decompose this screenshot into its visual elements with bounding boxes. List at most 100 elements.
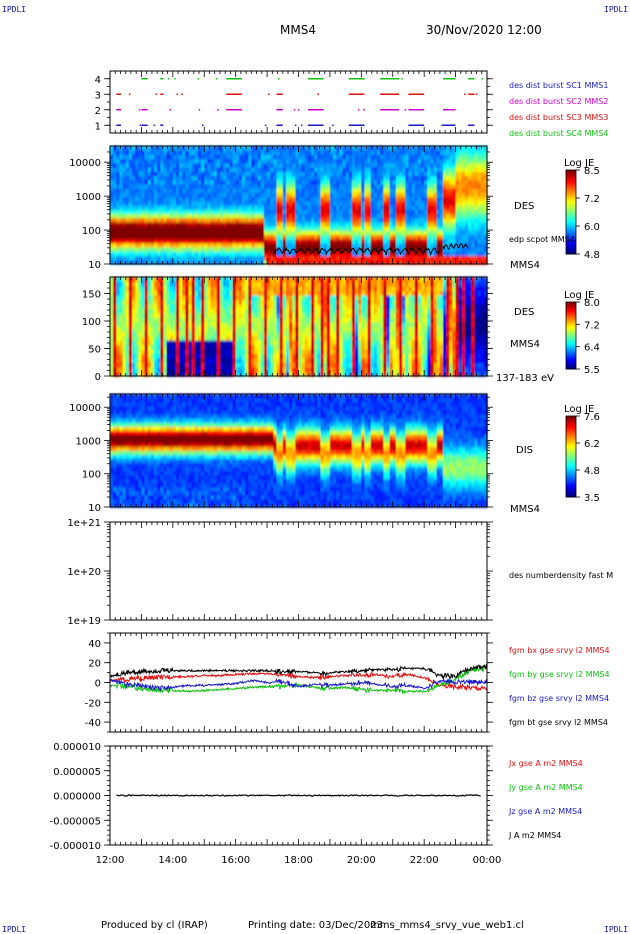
spectrogram-cell	[285, 358, 290, 364]
spectrogram-cell	[311, 167, 315, 172]
spectrogram-cell	[238, 344, 243, 350]
spectrogram-cell	[285, 353, 290, 359]
spectrogram-cell	[279, 158, 284, 164]
spectrogram-cell	[213, 353, 218, 359]
spectrogram-cell	[223, 188, 227, 193]
spectrogram-cell	[219, 238, 224, 244]
spectrogram-cell	[125, 209, 130, 215]
spectrogram-cell	[307, 242, 312, 248]
spectrogram-cell	[175, 179, 180, 185]
spectrogram-cell	[279, 230, 284, 236]
spectrogram-cell	[289, 247, 293, 252]
spectrogram-cell	[311, 171, 315, 177]
spectrogram-cell	[254, 353, 259, 359]
spectrogram-cell	[116, 349, 121, 355]
spectrogram-cell	[153, 150, 158, 156]
spectrogram-cell	[304, 217, 309, 223]
spectrogram-cell	[248, 162, 252, 168]
des-spectrogram	[110, 146, 488, 265]
spectrogram-cell	[452, 158, 457, 164]
spectrogram-cell	[270, 230, 274, 236]
spectrogram-cell	[160, 322, 165, 328]
des-colorbar-cell	[566, 241, 576, 244]
spectrogram-cell	[163, 353, 168, 359]
spectrogram-cell	[367, 255, 372, 261]
spectrogram-cell	[238, 167, 243, 172]
spectrogram-cell	[128, 317, 133, 323]
spectrogram-cell	[125, 299, 130, 305]
spectrogram-cell	[480, 192, 485, 198]
spectrogram-cell	[128, 255, 133, 261]
spectrogram-cell	[144, 362, 149, 368]
spectrogram-cell	[276, 188, 281, 193]
spectrogram-cell	[285, 322, 290, 328]
spectrogram-cell	[226, 217, 230, 223]
spectrogram-cell	[232, 286, 237, 292]
spectrogram-cell	[204, 308, 208, 314]
spectrogram-cell	[248, 171, 252, 177]
spectrogram-cell	[311, 221, 315, 227]
spectrogram-cell	[455, 213, 460, 219]
spectrogram-cell	[373, 179, 378, 185]
spectrogram-cell	[257, 326, 262, 332]
spectrogram-cell	[342, 171, 347, 177]
spectrogram-cell	[298, 146, 303, 151]
spectrogram-cell	[260, 183, 265, 189]
spectrogram-cell	[260, 167, 265, 172]
spectrogram-cell	[235, 213, 240, 219]
spectrogram-cell	[113, 175, 117, 181]
spectrogram-cell	[157, 221, 161, 227]
spectrogram-cell	[245, 213, 249, 219]
spectrogram-cell	[257, 295, 262, 301]
spectrogram-cell	[276, 281, 281, 287]
spectrogram-cell	[342, 255, 347, 261]
spectrogram-cell	[150, 209, 155, 215]
spectrogram-cell	[295, 317, 300, 323]
spectrogram-cell	[138, 313, 143, 319]
spectrogram-cell	[458, 171, 463, 177]
spectrogram-cell	[175, 313, 180, 319]
spectrogram-cell	[251, 277, 256, 283]
spectrogram-cell	[245, 255, 249, 261]
spectrogram-cell	[153, 179, 158, 185]
spectrogram-cell	[235, 230, 240, 236]
spectrogram-cell	[270, 358, 274, 364]
spectrogram-cell	[270, 242, 274, 248]
spectrogram-cell	[263, 281, 268, 287]
spectrogram-cell	[367, 234, 372, 240]
spectrogram-cell	[367, 209, 372, 215]
spectrogram-cell	[122, 286, 127, 292]
spectrogram-cell	[311, 230, 315, 236]
spectrogram-cell	[119, 150, 124, 156]
spectrogram-cell	[483, 234, 488, 240]
spectrogram-cell	[389, 146, 394, 151]
spectrogram-cell	[342, 179, 347, 185]
spectrogram-cell	[157, 247, 161, 252]
spectrogram-cell	[458, 213, 463, 219]
spectrogram-cell	[389, 251, 394, 257]
spectrogram-cell	[248, 205, 252, 210]
spectrogram-cell	[351, 192, 356, 198]
spectrogram-cell	[370, 183, 375, 189]
spectrogram-cell	[298, 331, 303, 337]
spectrogram-cell	[128, 344, 133, 350]
spectrogram-cell	[254, 313, 259, 319]
spectrogram-cell	[135, 162, 139, 168]
spectrogram-cell	[304, 213, 309, 219]
spectrogram-cell	[185, 209, 190, 215]
spectrogram-cell	[201, 362, 205, 368]
spectrogram-cell	[292, 167, 296, 172]
spectrogram-cell	[229, 188, 234, 193]
spectrogram-cell	[367, 146, 372, 151]
spectrogram-cell	[113, 179, 117, 185]
spectrogram-cell	[326, 162, 331, 168]
spectrogram-cell	[113, 349, 117, 355]
spectrogram-cell	[421, 162, 425, 168]
spectrogram-cell	[314, 259, 318, 265]
spectrogram-cell	[131, 251, 136, 257]
spectrogram-cell	[370, 150, 375, 156]
spectrogram-cell	[235, 353, 240, 359]
spectrogram-cell	[345, 158, 350, 164]
spectrogram-cell	[147, 313, 152, 319]
spectrogram-cell	[260, 290, 265, 296]
